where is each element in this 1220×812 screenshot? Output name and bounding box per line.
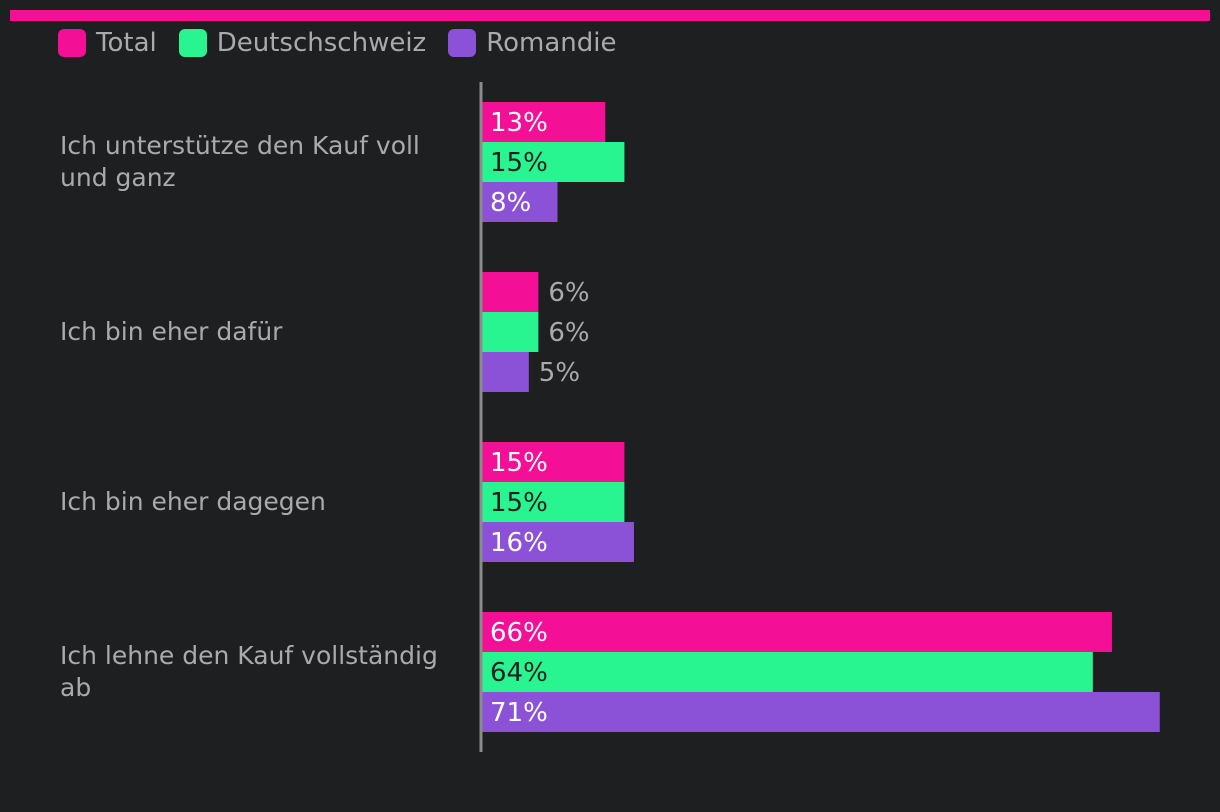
legend-item-deutschschweiz: Deutschschweiz [178,28,427,58]
bar-deutschschweiz-1 [481,312,539,352]
bar-total-2 [481,442,625,482]
bar-romandie-0 [481,182,558,222]
data-label-total-2: 15% [490,448,548,478]
legend-swatch-total [58,29,86,57]
bar-deutschschweiz-2 [481,482,625,522]
legend-label-total: Total [96,28,157,58]
bar-romandie-3 [481,692,1160,732]
bar-romandie-1 [481,352,529,392]
legend-item-romandie: Romandie [448,29,616,57]
legend-swatch-romandie [448,29,477,57]
data-label-romandie-3: 71% [490,698,548,728]
bar-total-1 [481,272,539,312]
category-label-0: Ich unterstütze den Kauf voll und ganz [60,131,420,192]
category-label-3: Ich lehne den Kauf vollständig ab [60,641,438,702]
data-label-deutschschweiz-0: 15% [490,148,548,178]
data-label-deutschschweiz-3: 64% [490,658,548,688]
data-label-total-3: 66% [490,618,548,648]
bar-total-0 [481,102,606,142]
top-accent-bar [10,10,1210,21]
legend: Total Deutschschweiz Romandie [58,29,616,57]
bar-romandie-2 [481,522,634,562]
data-label-romandie-1: 5% [539,358,580,388]
category-label-2: Ich bin eher dagegen [60,487,326,516]
legend-item-total: Total [58,29,157,57]
legend-label-romandie: Romandie [486,28,617,58]
category-label-1: Ich bin eher dafür [60,317,283,346]
legend-label-deutschschweiz: Deutschschweiz [216,28,427,58]
data-label-deutschschweiz-2: 15% [490,488,548,518]
data-label-total-1: 6% [548,278,589,308]
data-label-deutschschweiz-1: 6% [548,318,589,348]
legend-swatch-deutschschweiz [178,29,207,57]
bar-deutschschweiz-0 [481,142,625,182]
data-label-total-0: 13% [490,108,548,138]
data-label-romandie-0: 8% [490,188,531,218]
bar-total-3 [481,612,1112,652]
data-label-romandie-2: 16% [490,528,548,558]
bar-deutschschweiz-3 [481,652,1093,692]
